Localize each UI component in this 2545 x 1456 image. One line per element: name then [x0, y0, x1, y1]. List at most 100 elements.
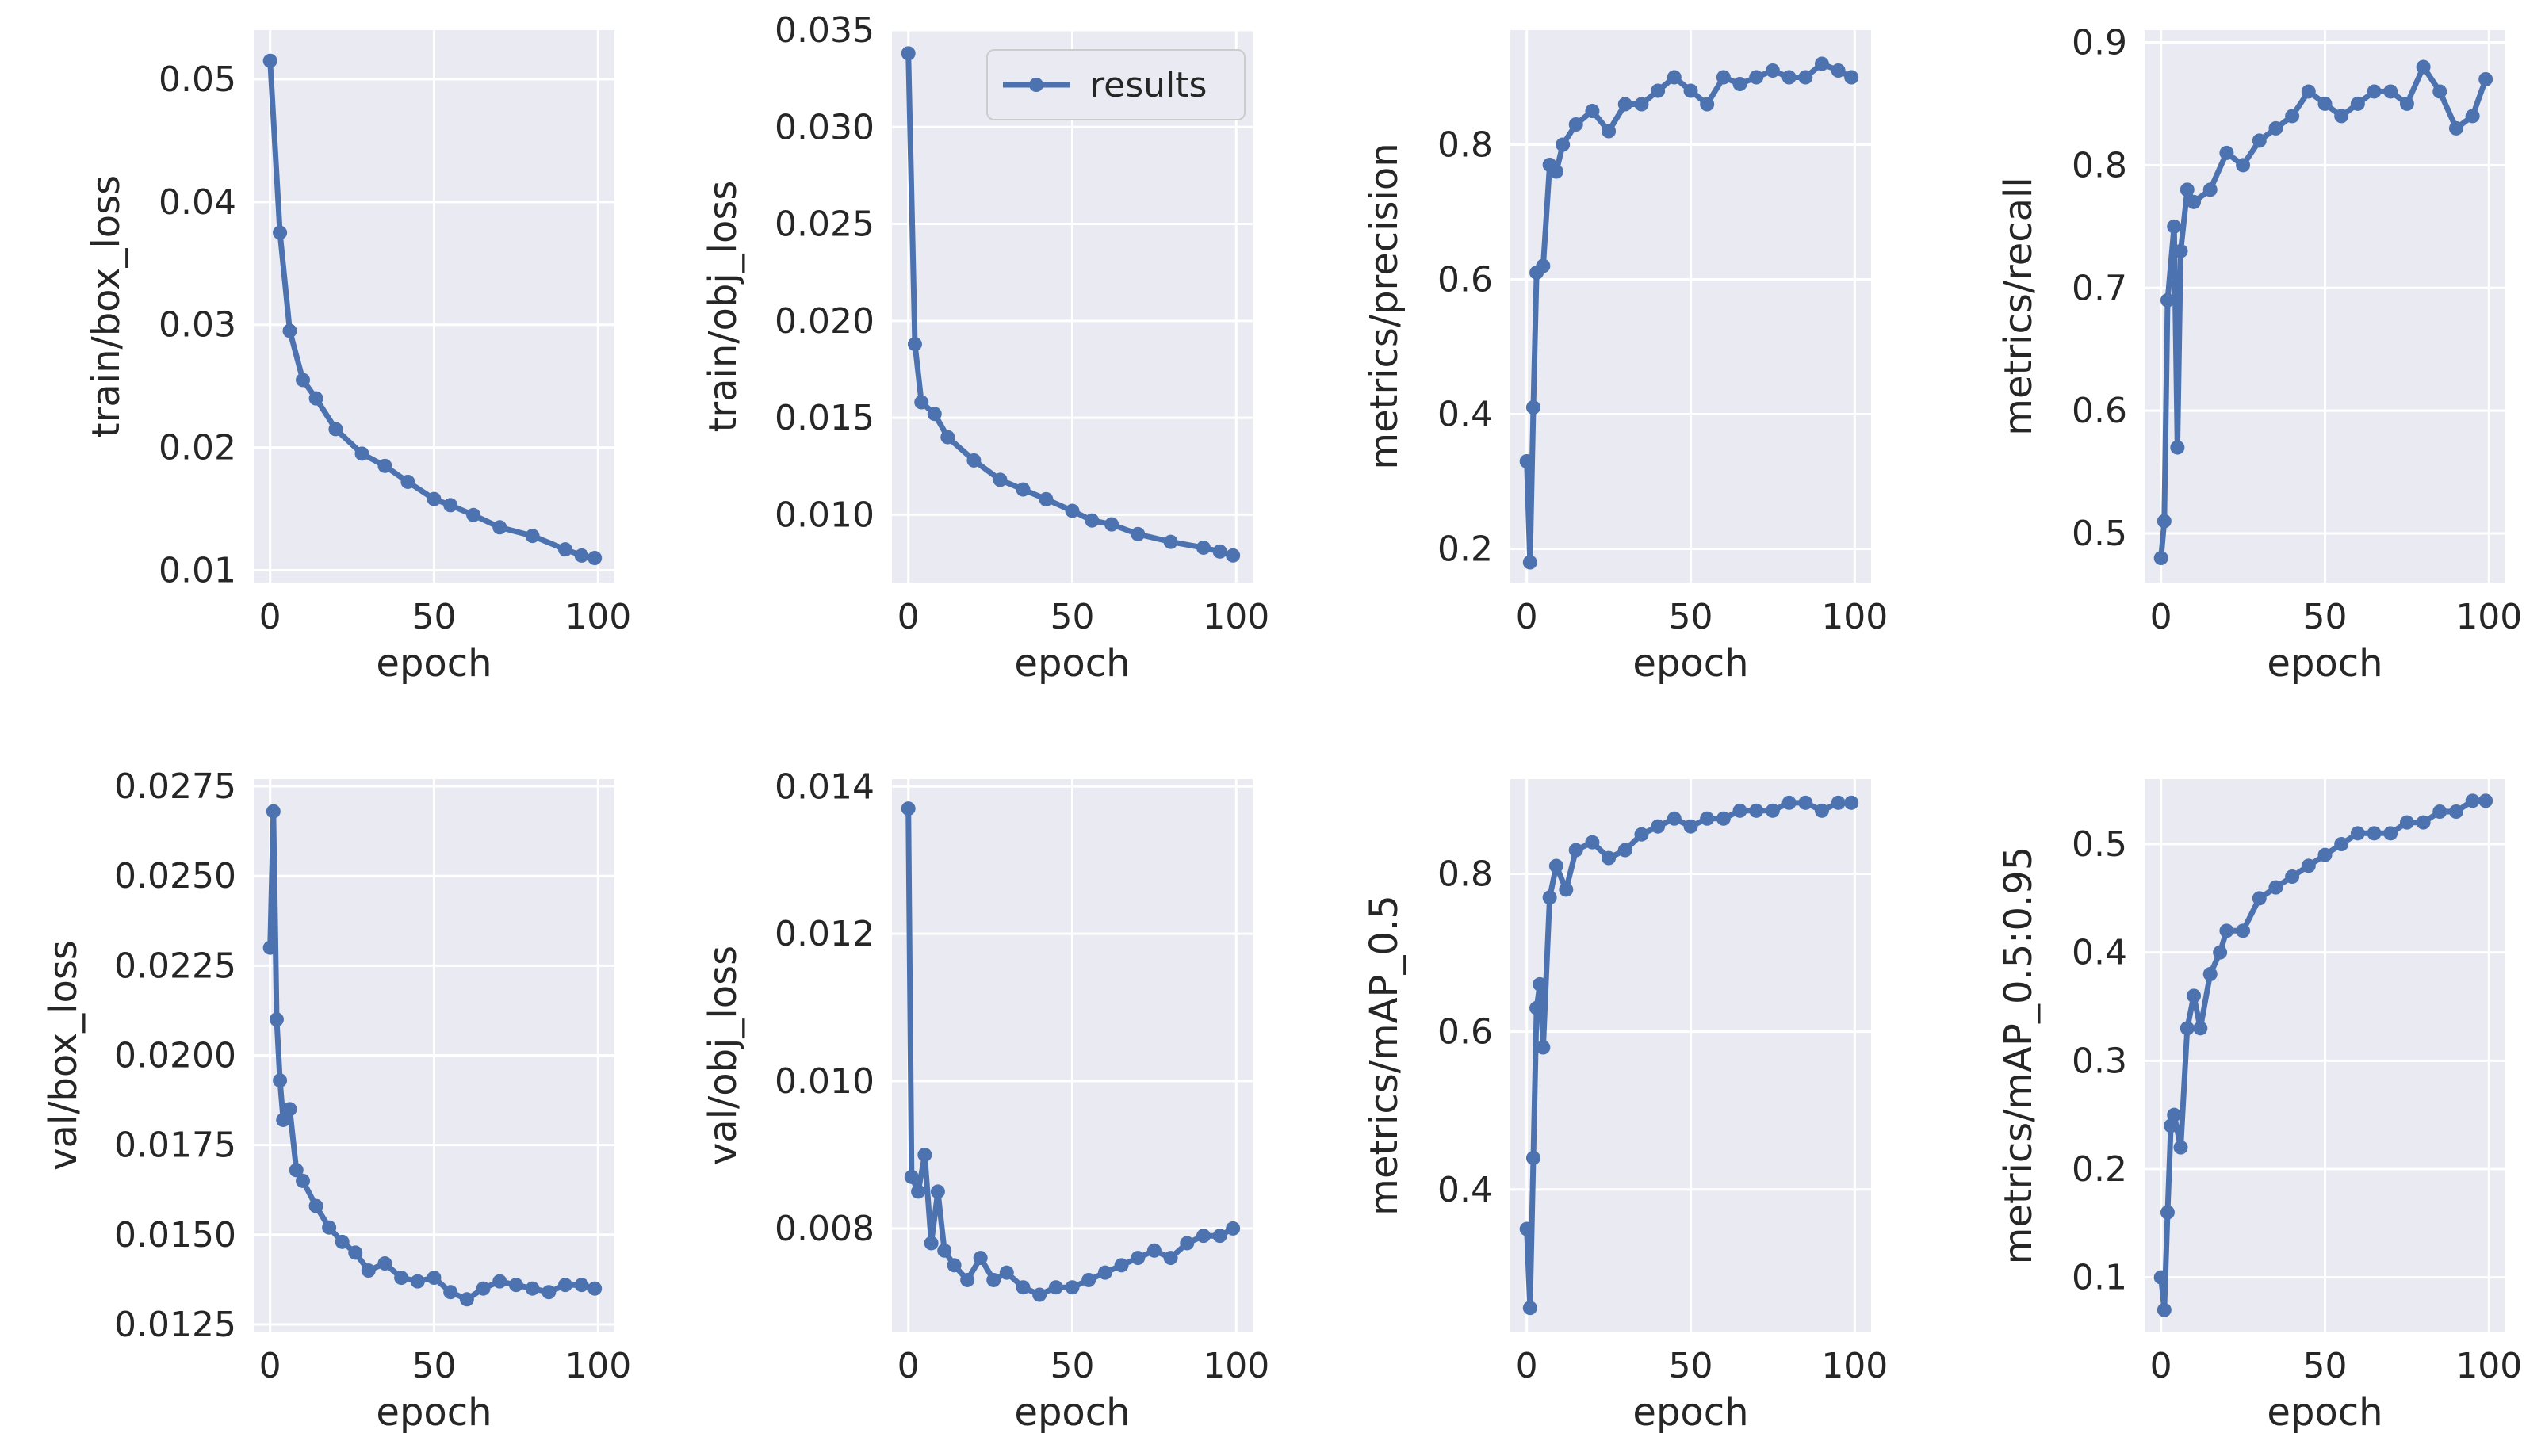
y-tick-label: 0.020 — [775, 301, 874, 342]
data-point — [427, 491, 442, 506]
data-point — [2268, 120, 2283, 136]
y-axis-label: metrics/mAP_0.5:0.95 — [1996, 846, 2041, 1265]
data-point — [2252, 133, 2267, 148]
data-point — [1782, 70, 1797, 85]
data-point — [308, 391, 323, 406]
x-tick-label: 100 — [1203, 1346, 1269, 1386]
data-point — [1651, 819, 1666, 834]
data-point — [476, 1281, 491, 1296]
y-tick-label: 0.7 — [2072, 268, 2127, 308]
data-point — [1831, 795, 1846, 810]
data-point — [1782, 795, 1797, 810]
y-tick-label: 0.1 — [2072, 1258, 2127, 1298]
legend-frame — [986, 49, 1246, 120]
y-tick-label: 0.0200 — [114, 1036, 236, 1076]
data-point — [1559, 882, 1574, 897]
data-point — [1131, 526, 1146, 541]
data-point — [335, 1234, 350, 1249]
data-point — [2202, 182, 2218, 197]
data-point — [296, 1173, 311, 1188]
data-point — [1749, 803, 1764, 818]
data-point — [2301, 858, 2316, 873]
y-axis-label: metrics/recall — [1996, 177, 2041, 435]
data-point — [322, 1220, 337, 1235]
data-point — [525, 529, 540, 544]
data-point — [2180, 1021, 2195, 1036]
data-point — [1104, 517, 1119, 532]
data-point — [1765, 803, 1780, 818]
data-point — [1212, 1229, 1227, 1244]
data-point — [2160, 292, 2175, 308]
data-point — [1732, 77, 1747, 91]
data-point — [262, 53, 277, 68]
data-point — [1798, 70, 1813, 85]
data-point — [282, 1102, 297, 1117]
subplot-val-box-loss: 0 50 100 0.0125 0.0150 0.0175 0.0200 0.0225 0.02… — [41, 766, 631, 1435]
data-point — [542, 1285, 557, 1300]
data-point — [282, 323, 297, 338]
data-point — [2448, 804, 2463, 819]
y-tick-label: 0.0175 — [114, 1125, 236, 1166]
data-point — [587, 1281, 603, 1296]
y-tick-label: 0.8 — [1437, 125, 1493, 166]
data-point — [1065, 503, 1080, 518]
data-point — [1196, 1229, 1211, 1244]
y-tick-label: 0.5 — [2072, 824, 2127, 865]
data-point — [2170, 440, 2185, 455]
data-point — [308, 1198, 323, 1213]
data-point — [1814, 803, 1829, 818]
data-point — [557, 542, 572, 557]
x-tick-label: 50 — [1669, 597, 1713, 637]
data-point — [1667, 70, 1682, 85]
subplot-metrics-precision: 0 50 100 0.2 0.4 0.6 0.8 epoch metrics/precision — [1362, 30, 1888, 686]
data-point — [2399, 815, 2414, 830]
data-point — [2187, 194, 2202, 209]
data-point — [986, 1272, 1001, 1287]
data-point — [927, 407, 942, 422]
data-point — [1163, 534, 1178, 549]
data-point — [2268, 880, 2283, 895]
data-point — [1617, 97, 1632, 112]
y-tick-label: 0.01 — [159, 551, 236, 591]
data-point — [2167, 219, 2182, 234]
data-point — [1683, 819, 1698, 834]
y-tick-label: 0.3 — [2072, 1041, 2127, 1081]
x-tick-label: 50 — [412, 1346, 457, 1386]
x-axis-label: epoch — [1632, 641, 1748, 686]
data-point — [937, 1243, 952, 1258]
data-point — [443, 1285, 458, 1300]
data-point — [1226, 1221, 1241, 1236]
y-tick-label: 0.010 — [775, 1061, 874, 1102]
data-point — [2432, 804, 2447, 819]
data-point — [508, 1278, 523, 1293]
x-axis-label: epoch — [376, 641, 492, 686]
x-tick-label: 100 — [1821, 1346, 1888, 1386]
x-tick-label: 0 — [259, 597, 281, 637]
y-tick-label: 0.0250 — [114, 856, 236, 896]
data-point — [999, 1265, 1014, 1280]
data-point — [2153, 551, 2168, 566]
data-point — [1765, 63, 1780, 78]
subplot-train-obj-loss: 0 50 100 0.010 0.015 0.020 0.025 0.030 0.035 epoc… — [701, 10, 1269, 686]
x-tick-label: 0 — [1516, 1346, 1538, 1386]
y-axis-label: val/obj_loss — [701, 946, 745, 1165]
data-point — [2478, 793, 2493, 808]
y-axis-label: metrics/precision — [1362, 143, 1406, 469]
data-point — [993, 472, 1008, 487]
y-axis-label: val/box_loss — [41, 940, 86, 1171]
data-point — [1844, 795, 1859, 810]
data-point — [2164, 1118, 2179, 1133]
data-point — [1519, 1221, 1534, 1236]
data-point — [1651, 83, 1666, 98]
subplot-metrics-map-0-5: 0 50 100 0.4 0.6 0.8 epoch metrics/mAP_0.5 — [1362, 779, 1888, 1435]
y-tick-label: 0.0225 — [114, 946, 236, 986]
x-tick-label: 100 — [2455, 1346, 2522, 1386]
data-point — [1065, 1280, 1080, 1295]
data-point — [1568, 843, 1583, 858]
data-point — [1163, 1251, 1178, 1266]
data-point — [1016, 482, 1031, 497]
data-point — [2478, 71, 2493, 86]
data-point — [914, 395, 929, 410]
data-point — [2416, 59, 2431, 75]
data-point — [2160, 1205, 2175, 1220]
